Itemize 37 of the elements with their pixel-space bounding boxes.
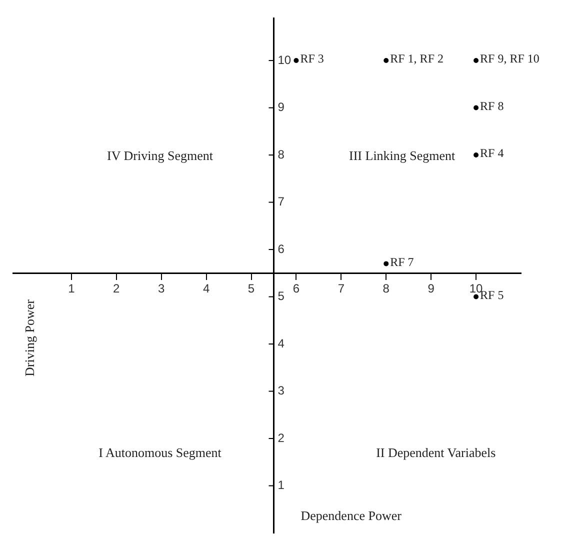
annotation: RF 9, RF 10	[480, 52, 540, 66]
y-tick-label: 8	[278, 147, 285, 162]
x-tick-label: 2	[113, 282, 120, 296]
annotation: RF 1, RF 2	[390, 52, 444, 66]
y-tick-label: 10	[278, 52, 292, 67]
annotation: RF 3	[300, 52, 324, 66]
y-tick-label: 9	[278, 100, 285, 114]
annotation: II Dependent Variabels	[376, 445, 496, 462]
y-tick-label: 6	[278, 242, 285, 256]
point	[294, 58, 299, 64]
annotation: I Autonomous Segment	[98, 445, 222, 462]
y-tick-label: 1	[278, 478, 285, 492]
x-tick-label: 4	[202, 282, 210, 296]
point	[474, 294, 479, 300]
annotation: RF 4	[480, 146, 504, 160]
y-axis-title: Driving Power	[22, 300, 38, 376]
point	[474, 152, 479, 158]
x-tick-label: 8	[382, 282, 390, 296]
x-tick-label: 5	[248, 282, 255, 296]
annotation: III Linking Segment	[349, 148, 456, 164]
x-tick-label: 9	[428, 282, 435, 296]
y-tick-label: 7	[278, 194, 285, 209]
y-tick-label: 4	[278, 336, 285, 350]
y-tick-label: 2	[278, 430, 285, 445]
x-axis-title: Dependence Power	[300, 508, 402, 524]
annotation: RF 8	[480, 98, 504, 113]
annotation: IV Driving Segment	[107, 148, 213, 164]
point	[384, 261, 389, 266]
x-tick-label: 3	[158, 282, 166, 296]
point	[474, 58, 479, 64]
x-tick-label: 7	[338, 282, 345, 296]
y-tick-label: 3	[278, 384, 285, 398]
x-tick-label: 6	[292, 282, 300, 296]
point	[474, 105, 479, 110]
point	[384, 58, 389, 64]
annotation: RF 7	[390, 254, 414, 269]
x-tick-label: 1	[68, 282, 76, 296]
